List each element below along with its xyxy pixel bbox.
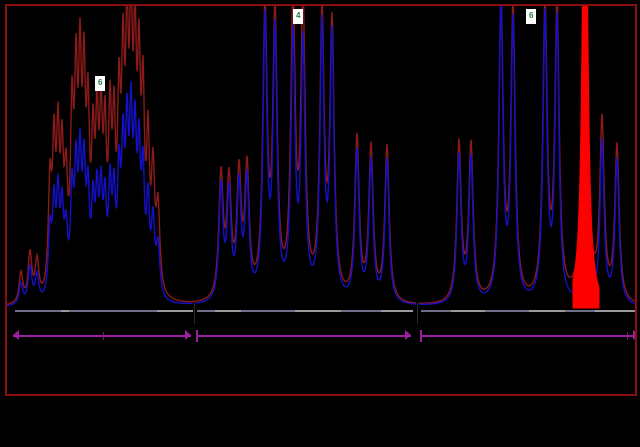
plot-frame: 6 4 6 xyxy=(5,4,637,396)
baseline-segment xyxy=(61,310,69,312)
spectrum-trace-sample xyxy=(7,6,635,307)
baseline-segment xyxy=(565,310,595,312)
region-break-marker xyxy=(416,302,419,324)
region-break-markers xyxy=(7,6,635,326)
baseline-segment xyxy=(451,310,485,312)
baseline-segment xyxy=(341,310,381,312)
spectrum-canvas xyxy=(7,6,635,309)
range-tick xyxy=(627,332,628,340)
trace-sample xyxy=(7,6,635,307)
range-tick xyxy=(103,332,104,340)
region-break-marker xyxy=(193,302,196,324)
range-arrow-right-icon[interactable] xyxy=(405,330,411,340)
baseline-segment xyxy=(595,310,635,312)
spectrum-plot-area[interactable] xyxy=(7,6,635,322)
baseline-segment xyxy=(69,310,157,312)
baseline-segment xyxy=(15,310,61,312)
saturated-peak xyxy=(572,6,600,309)
baseline-segment xyxy=(157,310,193,312)
range-arrow-left-icon[interactable] xyxy=(13,330,19,340)
baseline-segment xyxy=(215,310,241,312)
baseline-segment xyxy=(421,310,451,312)
region-label-layer: 6 4 6 xyxy=(7,6,635,326)
range-line[interactable] xyxy=(420,335,635,337)
baseline-segment xyxy=(197,310,215,312)
range-line[interactable] xyxy=(196,335,411,337)
baseline-segment xyxy=(529,310,565,312)
baseline-segment xyxy=(485,310,529,312)
trace-saturated-peak xyxy=(572,6,600,309)
range-arrow-right-icon[interactable] xyxy=(185,330,191,340)
region-label[interactable]: 4 xyxy=(293,9,304,24)
range-cap[interactable] xyxy=(196,330,198,342)
baseline-segment xyxy=(241,310,295,312)
region-label[interactable]: 6 xyxy=(95,76,106,91)
range-arrow-right-icon[interactable] xyxy=(633,330,635,340)
baseline-strip xyxy=(7,6,635,326)
baseline-segment xyxy=(295,310,341,312)
region-label[interactable]: 6 xyxy=(526,9,537,24)
baseline-segment xyxy=(381,310,413,312)
integral-ruler[interactable] xyxy=(7,326,635,346)
range-line[interactable] xyxy=(13,335,191,337)
range-cap[interactable] xyxy=(420,330,422,342)
